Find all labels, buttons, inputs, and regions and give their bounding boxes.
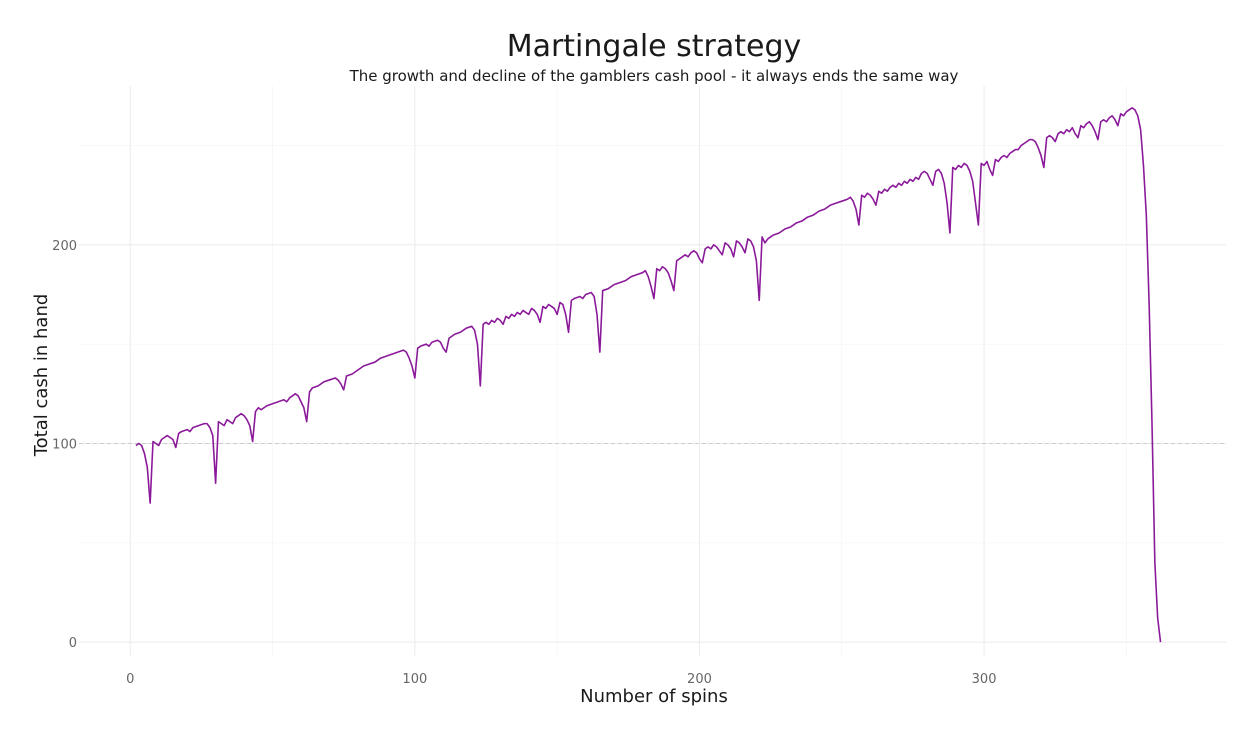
- x-axis-title: Number of spins: [580, 686, 728, 707]
- y-tick-label: 200: [52, 239, 77, 254]
- x-axis-ticks: 0 100 200 300: [126, 672, 996, 687]
- y-axis-title: Total cash in hand: [31, 294, 52, 458]
- y-axis-ticks: 0 100 200: [52, 239, 77, 651]
- grid-lines: [79, 86, 1226, 656]
- x-tick-label: 300: [972, 672, 997, 687]
- x-tick-label: 0: [126, 672, 134, 687]
- series-layer: [135, 107, 1162, 643]
- x-tick-label: 200: [687, 672, 712, 687]
- chart-title: Martingale strategy: [507, 29, 802, 64]
- series-line: [135, 107, 1162, 643]
- y-tick-label: 100: [52, 437, 77, 452]
- y-tick-label: 0: [69, 636, 77, 651]
- chart-subtitle: The growth and decline of the gamblers c…: [349, 67, 959, 85]
- x-tick-label: 100: [402, 672, 427, 687]
